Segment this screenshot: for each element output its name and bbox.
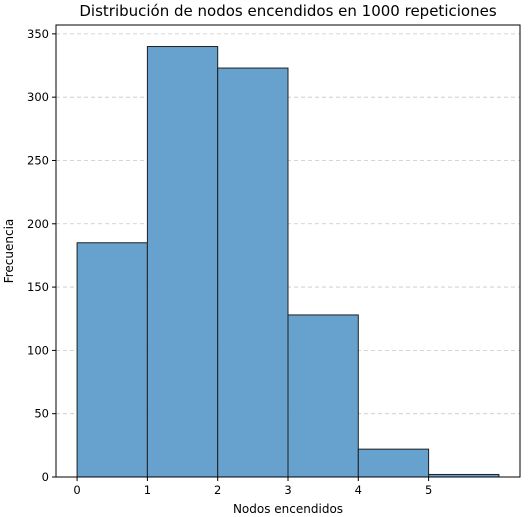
x-tick-label: 1	[144, 483, 151, 497]
x-axis-label: Nodos encendidos	[233, 502, 343, 516]
x-tick-label: 2	[214, 483, 221, 497]
y-tick-label: 0	[42, 470, 49, 484]
x-tick-label: 3	[284, 483, 291, 497]
y-tick-label: 250	[27, 153, 49, 167]
y-tick-label: 50	[34, 407, 49, 421]
x-axis-ticks: 0 1 2 3 4 5	[73, 477, 432, 497]
bar-2	[217, 67, 289, 478]
x-tick-label: 5	[425, 483, 432, 497]
y-tick-label: 200	[27, 217, 49, 231]
bar-1	[146, 46, 219, 478]
x-tick-label: 4	[355, 483, 362, 497]
bar-3	[287, 314, 359, 478]
y-axis-label: Frecuencia	[2, 219, 16, 284]
y-axis-ticks: 0 50 100 150 200 250 300 350	[27, 27, 56, 484]
x-tick-label: 0	[73, 483, 80, 497]
y-tick-label: 300	[27, 90, 49, 104]
chart-title: Distribución de nodos encendidos en 1000…	[79, 2, 496, 20]
bars-group	[76, 46, 500, 478]
bar-0	[76, 242, 148, 478]
y-tick-label: 150	[27, 280, 49, 294]
y-tick-label: 350	[27, 27, 49, 41]
y-tick-label: 100	[27, 343, 49, 357]
bar-4	[357, 448, 430, 478]
